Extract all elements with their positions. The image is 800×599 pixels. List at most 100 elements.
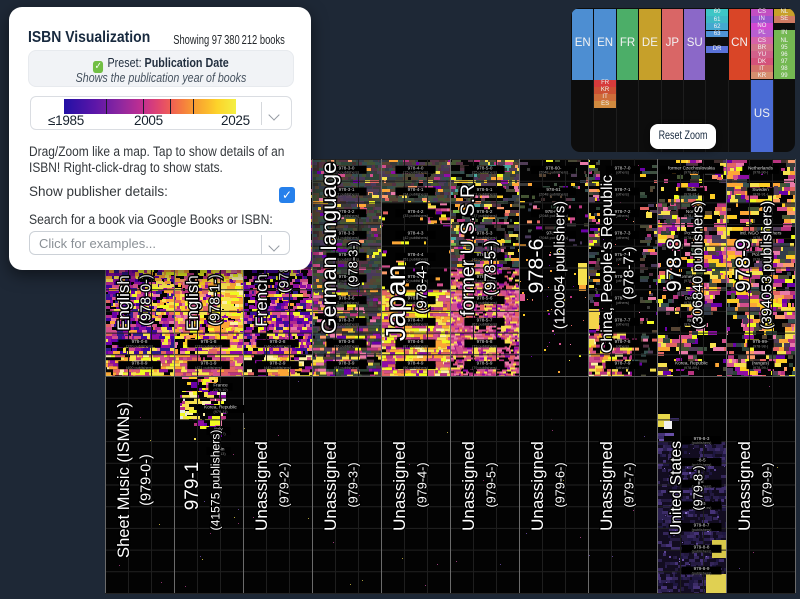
svg-text:India: India: [687, 187, 697, 192]
svg-text:former Czechoslovakia: former Czechoslovakia: [668, 165, 715, 170]
svg-text:978-3-1: 978-3-1: [339, 187, 355, 192]
svg-text:978-3-0: 978-3-0: [339, 165, 355, 170]
svg-text:(978-83-): (978-83-): [684, 236, 700, 240]
svg-text:United States: United States: [668, 441, 685, 535]
svg-text:(978-0-): (978-0-): [139, 274, 155, 326]
svg-text:978-2-9: 978-2-9: [270, 361, 286, 366]
svg-text:(15 publishers): (15 publishers): [403, 171, 429, 175]
svg-text:(442 publishers): (442 publishers): [264, 366, 292, 370]
svg-text:978-5-0: 978-5-0: [477, 165, 493, 170]
svg-text:(73 publishers): (73 publishers): [472, 344, 498, 348]
svg-text:(979-8-): (979-8-): [692, 465, 706, 510]
svg-text:(others): (others): [616, 214, 630, 218]
svg-text:978-4-6: 978-4-6: [408, 296, 424, 301]
svg-text:(publishers): (publishers): [692, 550, 713, 554]
svg-text:978-0-8: 978-0-8: [132, 339, 148, 344]
svg-text:978-6: 978-6: [524, 238, 548, 293]
svg-text:(others): (others): [616, 301, 630, 305]
svg-text:Intl. NGO Publishers: Intl. NGO Publishers: [740, 230, 783, 235]
svg-text:979-1: 979-1: [182, 462, 203, 511]
svg-text:France: France: [213, 383, 228, 388]
svg-text:978-4-0: 978-4-0: [408, 165, 424, 170]
svg-text:(979-10): (979-10): [213, 388, 228, 392]
svg-text:979-8-9: 979-8-9: [694, 566, 710, 571]
svg-text:(978-3-): (978-3-): [346, 241, 361, 287]
svg-text:(979-5-): (979-5-): [485, 462, 499, 507]
svg-text:(55 publishers): (55 publishers): [472, 279, 498, 283]
svg-text:(120054 publishers): (120054 publishers): [553, 201, 569, 329]
svg-text:(ranges): (ranges): [752, 361, 770, 366]
svg-text:(421 publishers): (421 publishers): [195, 366, 223, 370]
svg-text:(978-85-): (978-85-): [684, 279, 700, 283]
svg-text:978-7-9: 978-7-9: [615, 361, 631, 366]
svg-text:Sweden: Sweden: [752, 187, 769, 192]
svg-text:(979-0-): (979-0-): [139, 454, 155, 506]
svg-text:(publishers): (publishers): [692, 506, 713, 510]
svg-text:Unassigned: Unassigned: [390, 441, 409, 531]
svg-text:(306840 publishers): (306840 publishers): [691, 201, 707, 329]
svg-text:(41 publishers): (41 publishers): [334, 236, 360, 240]
svg-text:Unassigned: Unassigned: [459, 441, 478, 531]
svg-text:978-3-6: 978-3-6: [339, 296, 355, 301]
svg-text:(others): (others): [616, 192, 630, 196]
svg-text:(43 publishers): (43 publishers): [472, 236, 498, 240]
svg-text:(978-7-): (978-7-): [621, 246, 638, 299]
svg-text:(978-89-): (978-89-): [684, 366, 700, 370]
svg-text:(978-93-): (978-93-): [753, 236, 769, 240]
svg-text:(979-11): (979-11): [213, 410, 228, 414]
svg-text:978-60?: 978-60?: [545, 209, 562, 214]
svg-text:978-3-7: 978-3-7: [339, 317, 355, 322]
svg-text:978-2-8: 978-2-8: [270, 339, 286, 344]
svg-text:(publishers): (publishers): [692, 463, 713, 467]
svg-text:(publishers): (publishers): [692, 571, 713, 575]
svg-text:978-4-4: 978-4-4: [408, 252, 424, 257]
svg-text:(publishers): (publishers): [692, 528, 713, 532]
svg-text:(978-86-): (978-86-): [684, 301, 700, 305]
svg-text:978-3-9: 978-3-9: [339, 361, 355, 366]
svg-text:(others): (others): [616, 366, 630, 370]
svg-text:(69 publishers): (69 publishers): [403, 301, 429, 305]
svg-text:(979-2-): (979-2-): [278, 462, 292, 507]
svg-text:978-4-1: 978-4-1: [408, 187, 424, 192]
svg-text:(41575 publishers): (41575 publishers): [209, 430, 223, 531]
svg-text:978-5-9: 978-5-9: [477, 361, 493, 366]
svg-text:German language: German language: [317, 162, 341, 334]
svg-text:English: English: [114, 275, 133, 331]
svg-text:978-7-2: 978-7-2: [615, 209, 631, 214]
svg-text:(others): (others): [616, 323, 630, 327]
svg-text:978-7-0: 978-7-0: [615, 165, 631, 170]
svg-text:978-61: 978-61: [546, 230, 561, 235]
svg-text:(979-12): (979-12): [211, 432, 226, 436]
svg-text:(120 publishers): (120 publishers): [126, 344, 154, 348]
svg-text:(others): (others): [616, 236, 630, 240]
svg-text:(62 publishers): (62 publishers): [334, 301, 360, 305]
svg-text:(37 publishers): (37 publishers): [472, 214, 498, 218]
svg-text:Denm.: Denm.: [685, 296, 699, 301]
svg-text:(55 publishers): (55 publishers): [334, 279, 360, 283]
svg-text:-8-6: -8-6: [697, 501, 706, 506]
svg-text:(78 publishers): (78 publishers): [403, 323, 429, 327]
svg-text:978-3-8: 978-3-8: [339, 339, 355, 344]
svg-text:979-8-3: 979-8-3: [694, 436, 710, 441]
svg-text:(978-91-): (978-91-): [753, 192, 769, 196]
svg-text:(979-7-): (979-7-): [623, 462, 637, 507]
svg-text:978-4-9: 978-4-9: [408, 361, 424, 366]
svg-text:(76 publishers): (76 publishers): [334, 344, 360, 348]
svg-text:(978-87-): (978-87-): [684, 323, 700, 327]
svg-text:979-8-8: 979-8-8: [694, 544, 710, 549]
svg-text:(48 publishers): (48 publishers): [334, 257, 360, 261]
svg-text:(60 publishers): (60 publishers): [403, 279, 429, 283]
svg-text:(979-4-): (979-4-): [416, 462, 430, 507]
svg-text:(978-98-): (978-98-): [753, 344, 769, 348]
svg-text:978-7-4: 978-7-4: [615, 252, 631, 257]
svg-text:(979-3-): (979-3-): [347, 462, 361, 507]
svg-text:(96 publishers): (96 publishers): [403, 366, 429, 370]
svg-text:(400 publishers): (400 publishers): [126, 366, 154, 370]
svg-text:Japan: Japan: [380, 265, 411, 341]
svg-text:(979-6-): (979-6-): [554, 462, 568, 507]
svg-text:978-8: 978-8: [663, 238, 686, 292]
svg-text:(20 publishers): (20 publishers): [334, 171, 360, 175]
svg-text:978-5-2: 978-5-2: [477, 209, 493, 214]
svg-text:978-9: 978-9: [732, 238, 755, 292]
svg-text:(978-80-): (978-80-): [684, 171, 700, 175]
